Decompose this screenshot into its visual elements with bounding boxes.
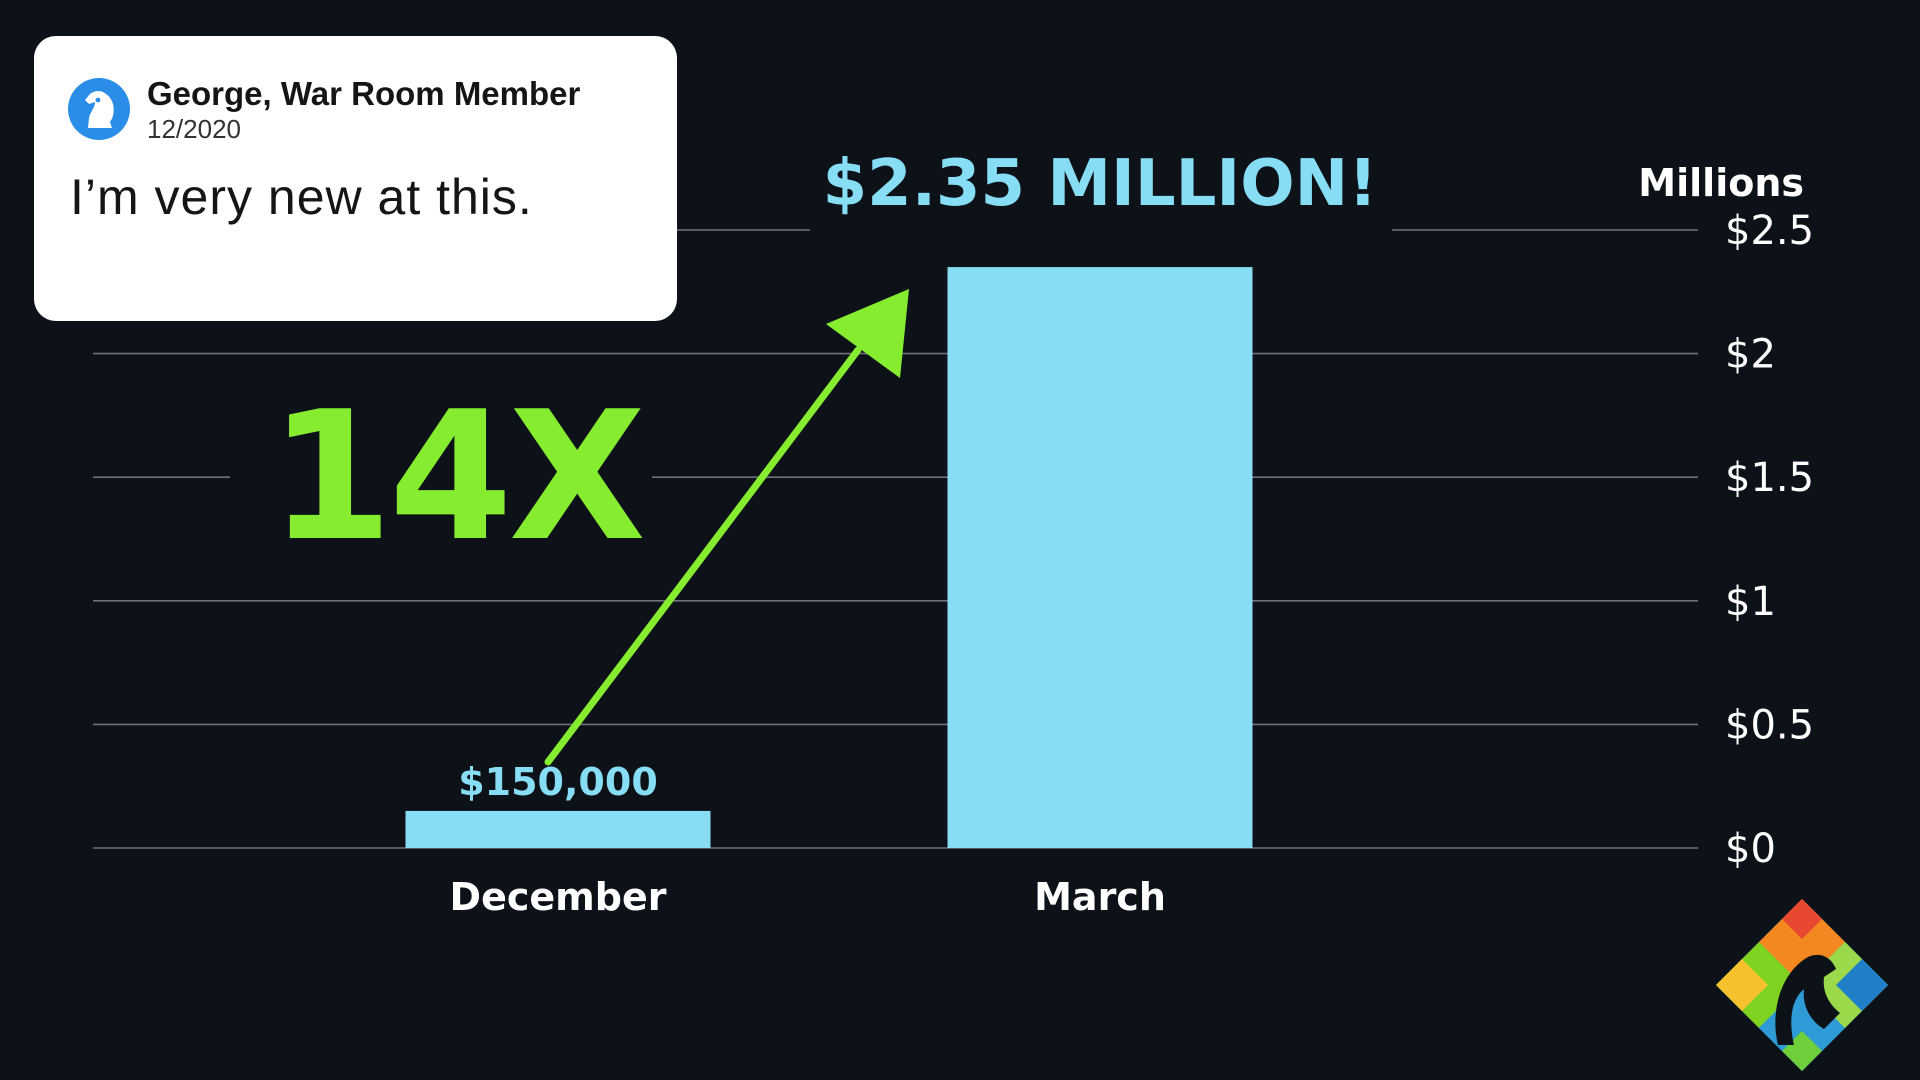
y-axis-unit-label: Millions	[1638, 161, 1804, 205]
x-category-label: March	[1034, 875, 1166, 919]
war-room-horse-logo-icon	[1716, 899, 1888, 1071]
multiplier-text: 14X	[269, 373, 643, 580]
avatar	[68, 78, 130, 140]
bars	[405, 267, 1253, 849]
data-label: $150,000	[458, 760, 658, 804]
y-tick-label: $2.5	[1725, 208, 1814, 254]
y-tick-label: $1	[1725, 579, 1776, 625]
bar-march	[947, 267, 1253, 849]
y-tick-label: $0	[1725, 826, 1776, 872]
quote-text: I’m very new at this.	[70, 169, 533, 225]
y-tick-label: $0.5	[1725, 702, 1814, 748]
quote-author: George, War Room Member	[147, 75, 581, 112]
quote-date: 12/2020	[147, 114, 241, 144]
knight-chess-icon	[85, 91, 114, 128]
y-axis-ticks: $0 $0.5 $1 $1.5 $2 $2.5	[1725, 208, 1814, 872]
x-category-label: December	[450, 875, 667, 919]
data-labels: $150,000	[458, 760, 658, 804]
y-tick-label: $1.5	[1725, 455, 1814, 501]
x-axis-labels: December March	[450, 875, 1166, 919]
headline-text: $2.35 MILLION!	[823, 147, 1378, 221]
testimonial-card: George, War Room Member 12/2020 I’m very…	[34, 36, 677, 321]
up-right-arrow-icon	[544, 289, 909, 766]
y-tick-label: $2	[1725, 332, 1776, 378]
bar-december	[405, 810, 711, 848]
